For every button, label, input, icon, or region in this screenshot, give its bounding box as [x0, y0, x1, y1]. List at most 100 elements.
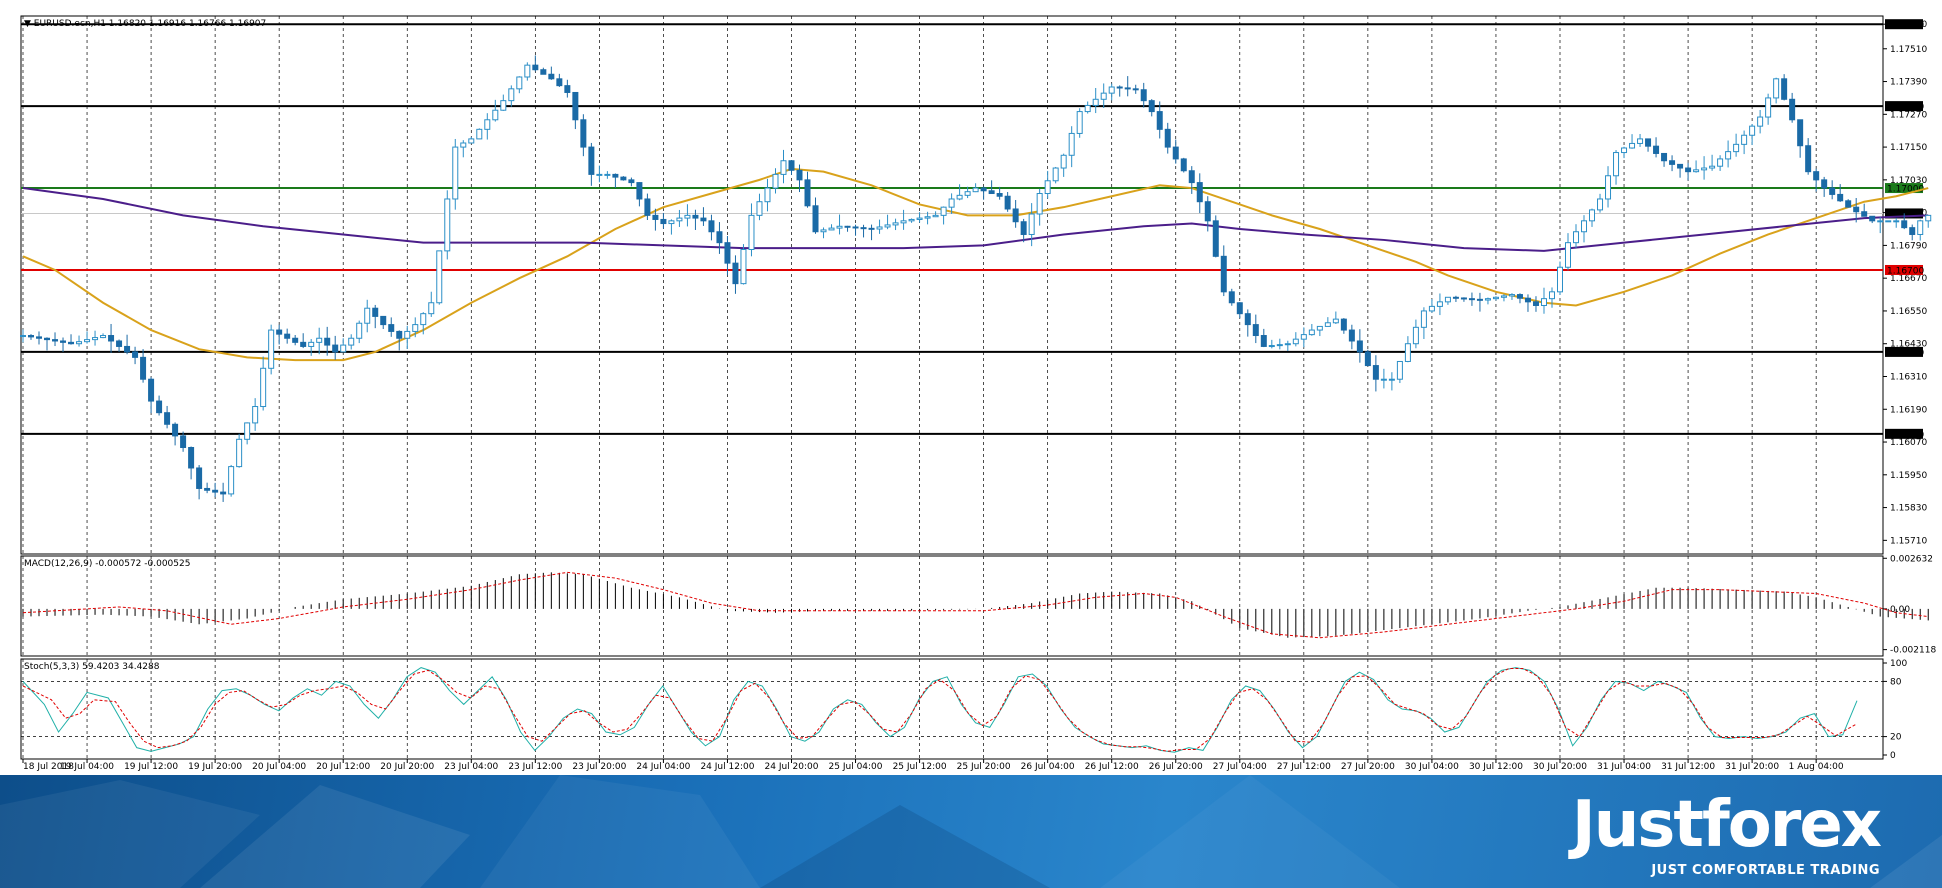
candle-body [1669, 160, 1676, 165]
candle-body [460, 142, 467, 148]
y-tick-label: 1.17030 [1890, 176, 1927, 186]
candle-body [420, 313, 427, 326]
candle-body [1092, 98, 1099, 106]
y-tick-label: 1.16310 [1890, 372, 1927, 382]
candle-body [1196, 182, 1203, 203]
price-level-label: 1.16907 [1887, 210, 1924, 220]
candle-body [340, 344, 347, 353]
brand-logo: Justforex [1571, 788, 1882, 862]
candle-body [1004, 195, 1011, 210]
candle-body [1877, 220, 1884, 223]
candle-body [732, 262, 739, 285]
candle-body [1476, 298, 1483, 301]
candle-body [1420, 310, 1427, 328]
candle-body [412, 324, 419, 332]
candle-body [1300, 334, 1307, 340]
x-tick-label: 30 Jul 12:00 [1469, 762, 1523, 772]
candle-body [228, 466, 235, 495]
candle-body [780, 160, 787, 175]
candle-body [1757, 116, 1764, 127]
candle-body [164, 412, 171, 425]
candle-body [740, 248, 747, 285]
candle-body [20, 335, 26, 338]
candle-body [132, 351, 139, 358]
candle-body [676, 217, 683, 222]
candle-body [124, 345, 131, 353]
y-tick-label: 0.002632 [1890, 554, 1933, 564]
candle-body [1100, 92, 1107, 100]
candle-body [244, 422, 251, 440]
candle-body [1044, 180, 1051, 195]
candle-body [1308, 329, 1315, 336]
candle-body [1677, 163, 1684, 169]
candle-body [916, 217, 923, 220]
candle-body [284, 333, 291, 339]
x-tick-label: 18 Jul 2018 [23, 762, 74, 772]
x-tick-label: 25 Jul 12:00 [893, 762, 947, 772]
candle-body [508, 88, 515, 102]
candle-body [1140, 89, 1147, 102]
candle-body [1733, 143, 1740, 153]
candle-body [1412, 326, 1419, 345]
candle-body [1460, 297, 1467, 300]
candle-body [1500, 295, 1507, 298]
candle-body [684, 214, 691, 219]
price-level-label: 1.17600 [1887, 21, 1924, 31]
candle-body [884, 224, 891, 228]
y-tick-label: 1.15950 [1890, 471, 1927, 481]
candle-body [428, 302, 435, 315]
candle-body [1925, 214, 1932, 222]
candle-body [1621, 147, 1628, 154]
candle-body [1244, 313, 1251, 326]
candle-body [1108, 86, 1115, 94]
candle-body [1741, 134, 1748, 145]
price-level-tag [1885, 346, 1923, 357]
candle-body [1132, 88, 1139, 91]
candle-body [868, 227, 875, 230]
candle-body [804, 179, 811, 207]
candle-body [148, 378, 155, 402]
candle-body [364, 307, 371, 324]
brand-banner: Justforex JUST COMFORTABLE TRADING [0, 775, 1942, 888]
x-tick-label: 24 Jul 04:00 [636, 762, 690, 772]
candle-body [1581, 220, 1588, 233]
candle-body [1388, 378, 1395, 381]
candle-body [972, 187, 979, 193]
candle-body [772, 173, 779, 189]
y-tick-label: 0 [1890, 751, 1896, 761]
candle-body [1605, 175, 1612, 200]
candle-body [1797, 119, 1804, 147]
candle-body [668, 220, 675, 225]
candle-body [1813, 171, 1820, 181]
candle-body [1124, 87, 1131, 90]
moving-average-line [22, 167, 1929, 362]
x-tick-label: 24 Jul 20:00 [765, 762, 819, 772]
candle-body [1116, 86, 1123, 89]
candle-body [1524, 297, 1531, 303]
candle-body [348, 337, 355, 346]
candle-body [948, 198, 955, 208]
candle-body [1845, 200, 1852, 208]
candle-body [1629, 142, 1636, 149]
price-level-label: 1.16400 [1887, 348, 1924, 358]
candle-body [852, 226, 859, 229]
candle-body [1396, 360, 1403, 380]
candle-body [1589, 209, 1596, 222]
candle-body [708, 220, 715, 233]
y-tick-label: 1.17150 [1890, 143, 1927, 153]
candle-body [316, 337, 323, 343]
x-tick-label: 26 Jul 12:00 [1085, 762, 1139, 772]
candle-body [1861, 211, 1868, 217]
candle-body [300, 341, 307, 347]
candle-body [452, 146, 459, 200]
candle-body [1012, 208, 1019, 223]
candle-body [964, 191, 971, 196]
candle-body [1885, 220, 1892, 223]
candle-body [260, 367, 267, 408]
candle-body [52, 339, 59, 342]
candle-body [1236, 302, 1243, 315]
y-tick-label: -0.002118 [1890, 646, 1936, 656]
price-level-label: 1.16700 [1887, 266, 1924, 276]
candle-body [268, 329, 275, 369]
candle-body [524, 64, 531, 78]
